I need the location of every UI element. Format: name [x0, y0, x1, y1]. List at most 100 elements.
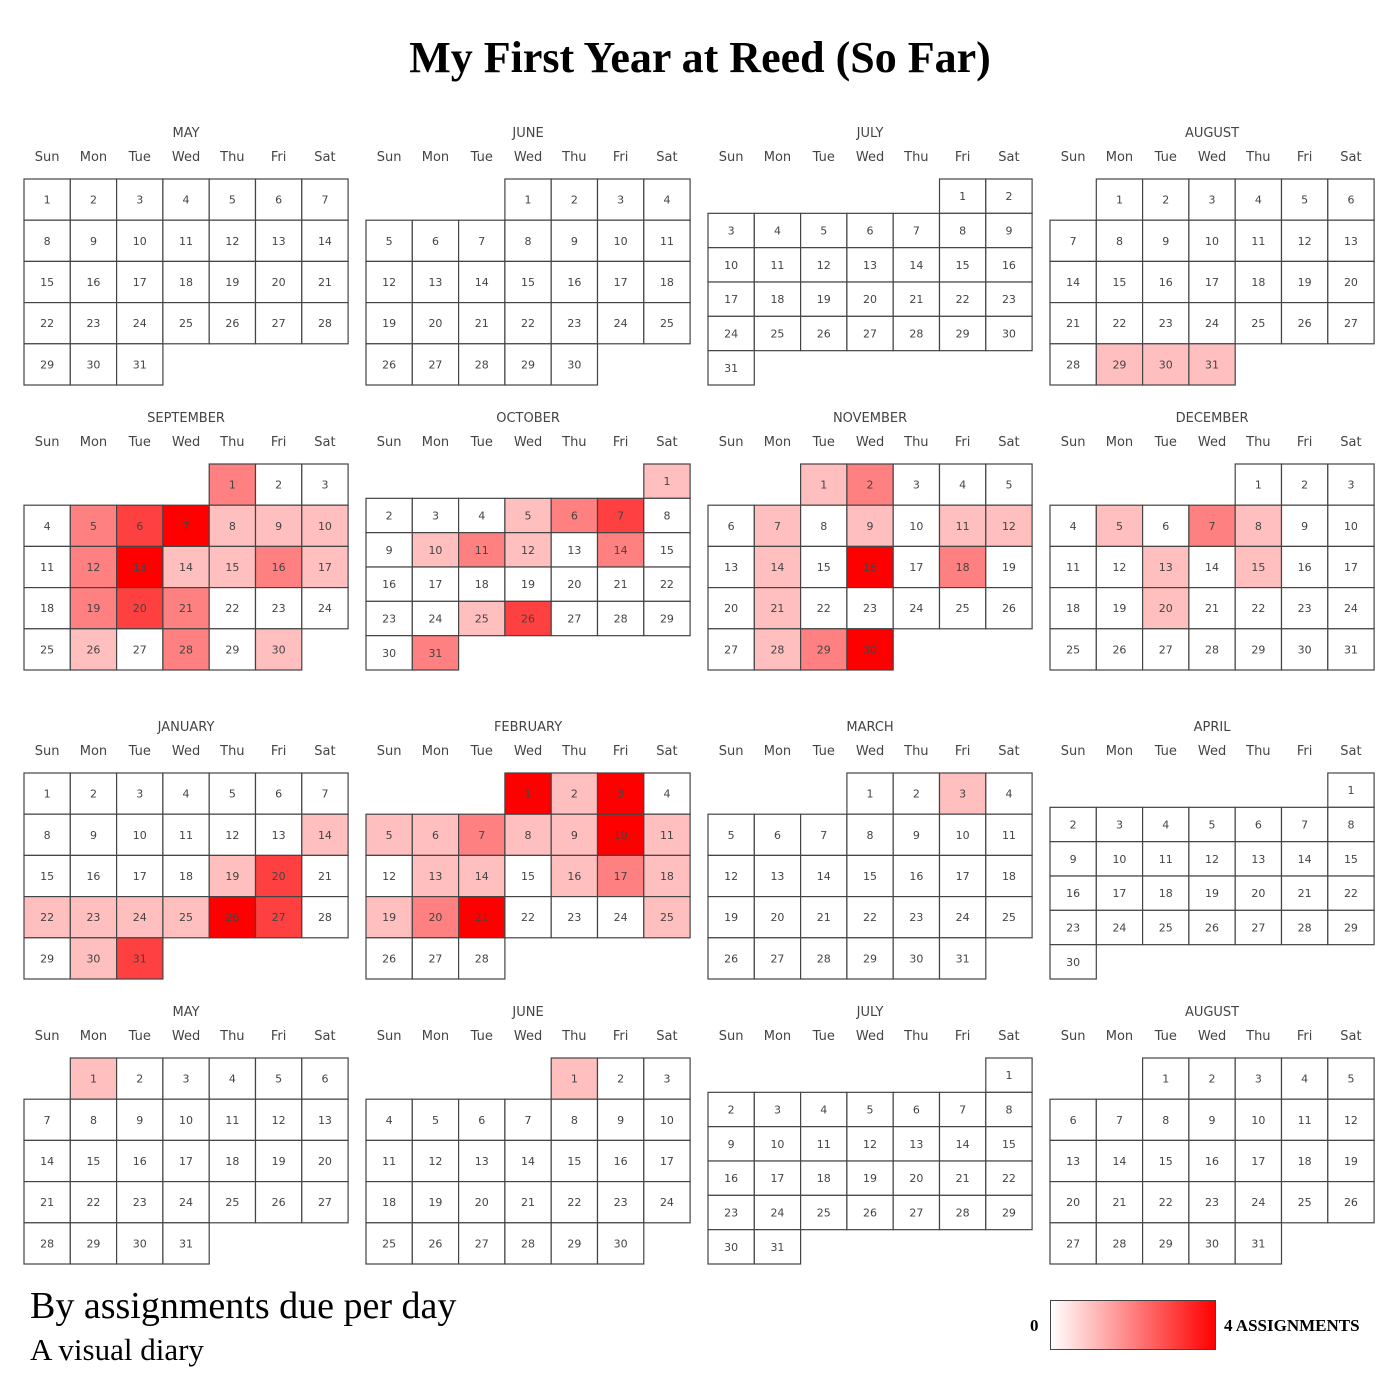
- day-cell: [115, 772, 164, 815]
- day-cell: [846, 628, 894, 671]
- day-number: 19: [272, 1155, 286, 1168]
- day-cell: [365, 813, 413, 857]
- day-number: 5: [1209, 819, 1216, 832]
- day-number: 16: [133, 1155, 147, 1168]
- day-number: 16: [1205, 1155, 1219, 1168]
- day-number: 3: [774, 1104, 781, 1117]
- day-number: 2: [617, 1073, 624, 1086]
- day-number: 20: [428, 317, 442, 330]
- day-number: 30: [382, 647, 396, 660]
- day-number: 8: [959, 225, 966, 238]
- day-cell: [1095, 628, 1144, 671]
- weekday-label: Tue: [470, 744, 493, 759]
- day-number: 31: [956, 952, 970, 965]
- day-cell: [596, 566, 645, 602]
- day-number: 30: [724, 1241, 738, 1254]
- day-number: 14: [1205, 561, 1219, 574]
- month-name: JANUARY: [157, 720, 215, 735]
- day-cell: [892, 315, 941, 352]
- day-number: 19: [1344, 1155, 1358, 1168]
- day-cell: [799, 281, 848, 317]
- day-number: 19: [382, 317, 396, 330]
- day-number: 17: [318, 561, 332, 574]
- day-cell: [938, 895, 987, 939]
- day-cell: [504, 1139, 552, 1183]
- day-cell: [596, 497, 645, 534]
- day-number: 20: [1251, 887, 1265, 900]
- day-cell: [301, 813, 349, 857]
- day-cell: [799, 813, 848, 857]
- weekday-label: Mon: [1106, 744, 1133, 759]
- day-cell: [938, 586, 987, 630]
- day-cell: [938, 1160, 987, 1196]
- day-number: 24: [1112, 922, 1126, 935]
- weekday-label: Tue: [128, 1029, 151, 1044]
- day-cell: [643, 219, 691, 262]
- day-number: 23: [1298, 602, 1312, 615]
- day-cell: [458, 813, 506, 857]
- day-cell: [1234, 1098, 1283, 1141]
- day-number: 25: [1002, 911, 1016, 924]
- day-cell: [846, 937, 894, 980]
- day-cell: [208, 772, 257, 815]
- weekday-label: Thu: [903, 435, 928, 450]
- day-cell: [753, 315, 802, 352]
- day-number: 23: [272, 602, 286, 615]
- day-number: 19: [382, 911, 396, 924]
- day-cell: [596, 219, 645, 262]
- day-cell: [846, 1160, 894, 1196]
- day-number: 13: [1344, 235, 1358, 248]
- day-number: 3: [432, 510, 439, 523]
- day-number: 18: [660, 870, 674, 883]
- weekday-label: Fri: [1297, 150, 1313, 165]
- weekday-label: Tue: [1154, 1029, 1177, 1044]
- weekday-label: Fri: [955, 1029, 971, 1044]
- day-number: 26: [724, 952, 738, 965]
- day-number: 20: [1066, 1196, 1080, 1209]
- day-number: 28: [1298, 922, 1312, 935]
- day-number: 20: [567, 578, 581, 591]
- day-cell: [411, 343, 460, 386]
- day-cell: [1234, 219, 1283, 262]
- day-number: 6: [432, 235, 439, 248]
- day-number: 25: [1251, 317, 1265, 330]
- day-number: 13: [1066, 1155, 1080, 1168]
- day-number: 20: [428, 911, 442, 924]
- day-cell: [411, 635, 460, 671]
- day-number: 20: [475, 1196, 489, 1209]
- day-cell: [1280, 628, 1329, 671]
- day-cell: [1234, 1180, 1283, 1224]
- day-number: 9: [1301, 520, 1308, 533]
- day-cell: [550, 1057, 599, 1100]
- day-number: 11: [179, 235, 193, 248]
- day-cell: [504, 1222, 552, 1265]
- day-number: 4: [820, 1104, 827, 1117]
- day-cell: [938, 315, 987, 352]
- day-number: 16: [724, 1172, 738, 1185]
- day-number: 9: [1209, 1114, 1216, 1127]
- weekday-label: Tue: [470, 435, 493, 450]
- day-cell: [1095, 219, 1144, 262]
- day-number: 22: [1112, 317, 1126, 330]
- day-number: 22: [40, 317, 54, 330]
- weekday-label: Sat: [1340, 150, 1361, 165]
- day-number: 13: [863, 259, 877, 272]
- day-number: 27: [724, 643, 738, 656]
- day-cell: [846, 545, 894, 589]
- day-cell: [1095, 178, 1144, 221]
- day-cell: [846, 895, 894, 939]
- day-number: 27: [133, 643, 147, 656]
- day-number: 1: [525, 194, 532, 207]
- day-cell: [115, 854, 164, 898]
- day-cell: [365, 343, 413, 386]
- day-cell: [254, 772, 303, 815]
- weekday-label: Fri: [271, 744, 287, 759]
- day-cell: [1095, 1222, 1144, 1265]
- day-cell: [69, 1139, 118, 1183]
- day-cell: [504, 343, 552, 386]
- day-number: 31: [770, 1241, 784, 1254]
- day-number: 11: [475, 544, 489, 557]
- day-number: 7: [478, 235, 485, 248]
- weekday-label: Tue: [1154, 435, 1177, 450]
- weekday-label: Wed: [514, 435, 542, 450]
